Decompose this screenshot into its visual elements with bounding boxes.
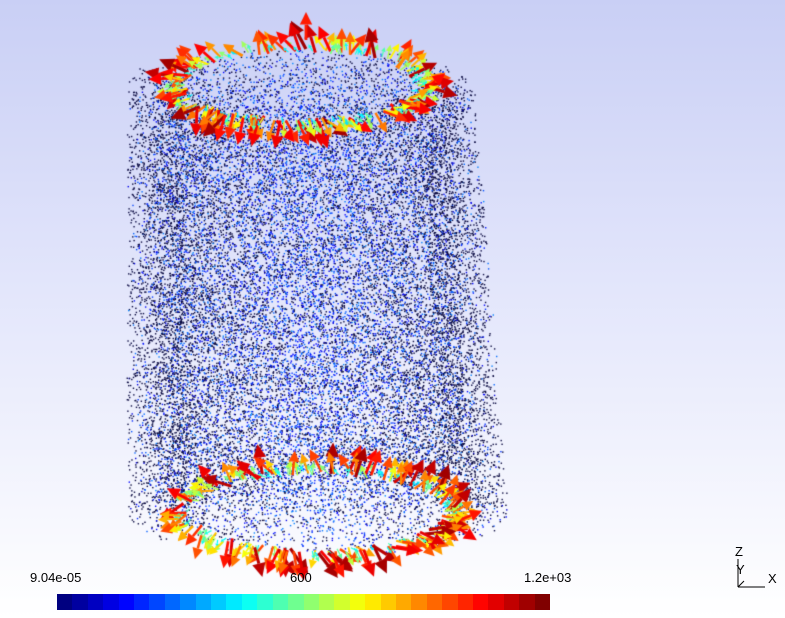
colorbar-segment [503,594,520,610]
colorbar-segment [134,594,150,610]
axis-z-label: Z [735,544,743,559]
colorbar-segment [411,594,427,610]
colorbar-segment [195,594,212,610]
colorbar-segment [226,594,242,610]
colorbar-segment [442,594,458,610]
colorbar-segment [334,594,350,610]
color-legend-bar [57,594,550,610]
colorbar-max-label: 1.2e+03 [524,570,572,585]
colorbar-min-label: 9.04e-05 [30,570,82,585]
axis-y-label: Y [736,562,745,577]
colorbar-segment [395,594,412,610]
colorbar-segment [57,594,73,610]
colorbar-segment [180,594,196,610]
axis-x-label: X [768,571,777,586]
colorbar-segment [349,594,366,610]
colorbar-segment [72,594,88,610]
colorbar-segment [318,594,335,610]
colorbar-segment [164,594,181,610]
colorbar-segment [519,594,535,610]
colorbar-segment [288,594,304,610]
colorbar-segment [457,594,473,610]
colorbar-mid-label: 600 [290,570,312,585]
colorbar-segment [365,594,381,610]
colorbar-segment [149,594,165,610]
colorbar-segment [257,594,273,610]
colorbar-segment [87,594,104,610]
colorbar-segment [211,594,227,610]
colorbar-segment [241,594,258,610]
colorbar-segment [272,594,289,610]
colorbar-segment [380,594,396,610]
colorbar-segment [472,594,489,610]
colorbar-segment [303,594,319,610]
colorbar-segment [426,594,443,610]
colorbar-segment [118,594,135,610]
colorbar-segment [534,594,550,610]
axes-lines-icon [737,559,765,588]
colorbar-segment [103,594,119,610]
colorbar-segment [488,594,504,610]
axes-orientation-triad: Z Y X [732,545,780,590]
